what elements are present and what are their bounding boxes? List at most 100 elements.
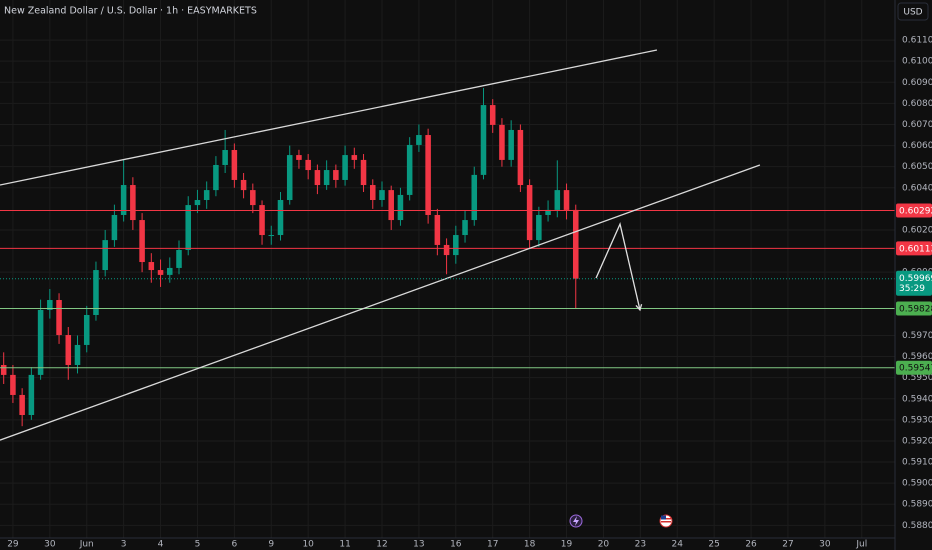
- currency[interactable]: USD: [903, 8, 922, 18]
- candle-body: [508, 129, 514, 160]
- candle-body: [314, 170, 321, 186]
- candle-body: [120, 185, 127, 215]
- candle-body: [406, 144, 413, 195]
- candle-body: [277, 200, 284, 236]
- candle-body: [10, 374, 16, 395]
- candle-body: [471, 174, 478, 221]
- candle-body: [462, 220, 468, 236]
- x-tick-label: 18: [524, 540, 536, 550]
- trend-line: [595, 222, 641, 311]
- price-level-label: 0.60113: [899, 244, 932, 254]
- event-icon[interactable]: [569, 514, 583, 528]
- candle-body: [480, 105, 487, 175]
- x-tick-label: 19: [561, 540, 573, 550]
- price-level-tag: [896, 203, 932, 218]
- x-tick-label: 4: [158, 540, 164, 550]
- candle-body: [351, 155, 358, 160]
- candle-body: [536, 214, 542, 241]
- y-tick-label: 0.58800: [902, 521, 932, 531]
- price-level-label: 0.60292: [899, 207, 932, 217]
- candle-body: [545, 209, 551, 215]
- x-tick-label: 25: [708, 540, 719, 550]
- candle-body: [342, 155, 348, 180]
- candle-body: [453, 235, 459, 256]
- candle-body: [37, 309, 44, 375]
- x-tick-label: 6: [231, 540, 237, 550]
- candle-body: [397, 194, 404, 221]
- x-tick-label: 9: [268, 540, 274, 550]
- price-level-tag: [896, 241, 932, 256]
- candle-body: [148, 262, 155, 271]
- countdown: 35:29: [899, 284, 925, 294]
- currency-button[interactable]: [897, 2, 929, 21]
- candle-body: [47, 300, 53, 310]
- candle-body: [443, 244, 450, 256]
- x-tick-label: 30: [44, 540, 56, 550]
- x-tick-label: Jul: [855, 540, 867, 550]
- candle-body: [323, 170, 330, 186]
- candle-body: [167, 267, 173, 275]
- candle-body: [369, 185, 376, 201]
- candle-body: [157, 270, 164, 275]
- candle-body: [333, 170, 339, 180]
- x-tick-label: Jun: [79, 540, 94, 550]
- candle-body: [434, 214, 441, 245]
- candle-body: [203, 190, 210, 201]
- candle-body: [231, 150, 238, 180]
- x-tick-label: 13: [413, 540, 424, 550]
- candle-body: [388, 190, 394, 221]
- x-tick-label: 10: [302, 540, 314, 550]
- candle-body: [0, 364, 7, 375]
- candle-body: [185, 205, 191, 251]
- candle-body: [425, 135, 431, 215]
- x-tick-label: 26: [745, 540, 757, 550]
- x-tick-label: 3: [121, 540, 127, 550]
- candle-body: [526, 185, 533, 241]
- candle-body: [213, 164, 219, 191]
- x-tick-label: 20: [598, 540, 610, 550]
- trend-line: [0, 49, 658, 186]
- candle-body: [28, 374, 35, 415]
- x-tick-label: 17: [487, 540, 498, 550]
- candle-body: [83, 314, 90, 345]
- candle-body: [489, 105, 496, 125]
- candle-body: [499, 124, 505, 160]
- chart-title: New Zealand Dollar / U.S. Dollar · 1h · …: [4, 6, 257, 17]
- candle-body: [19, 394, 25, 415]
- candle-body: [222, 150, 228, 165]
- candle-body: [305, 159, 311, 171]
- candle-body: [250, 190, 256, 206]
- x-tick-label: 23: [635, 540, 646, 550]
- price-level-tag: [896, 360, 932, 375]
- event-icon[interactable]: [659, 514, 673, 528]
- x-tick-label: 5: [195, 540, 201, 550]
- candle-body: [111, 214, 118, 241]
- candle-body: [176, 250, 182, 268]
- candle-body: [554, 190, 561, 210]
- price-level-tag: [896, 301, 932, 316]
- candle-body: [74, 344, 81, 365]
- candle-body: [130, 185, 136, 221]
- candle-body: [240, 179, 247, 191]
- x-tick-label: 30: [819, 540, 831, 550]
- x-tick-label: 24: [672, 540, 684, 550]
- candle-body: [416, 135, 422, 145]
- candle-body: [296, 155, 302, 160]
